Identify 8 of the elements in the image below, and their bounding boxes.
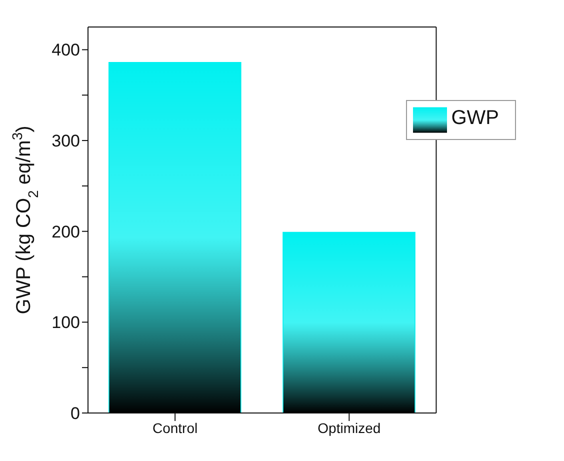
legend-label: GWP xyxy=(451,107,499,130)
y-tick-label: 400 xyxy=(52,40,80,60)
y-tick-label: 300 xyxy=(52,132,80,151)
y-tick-label: 200 xyxy=(52,222,80,242)
y-tick-label: 0 xyxy=(70,404,80,424)
y-tick-label: 100 xyxy=(52,313,80,332)
x-tick-label: Control xyxy=(152,420,198,436)
x-tick-label: Optimized xyxy=(318,420,381,436)
